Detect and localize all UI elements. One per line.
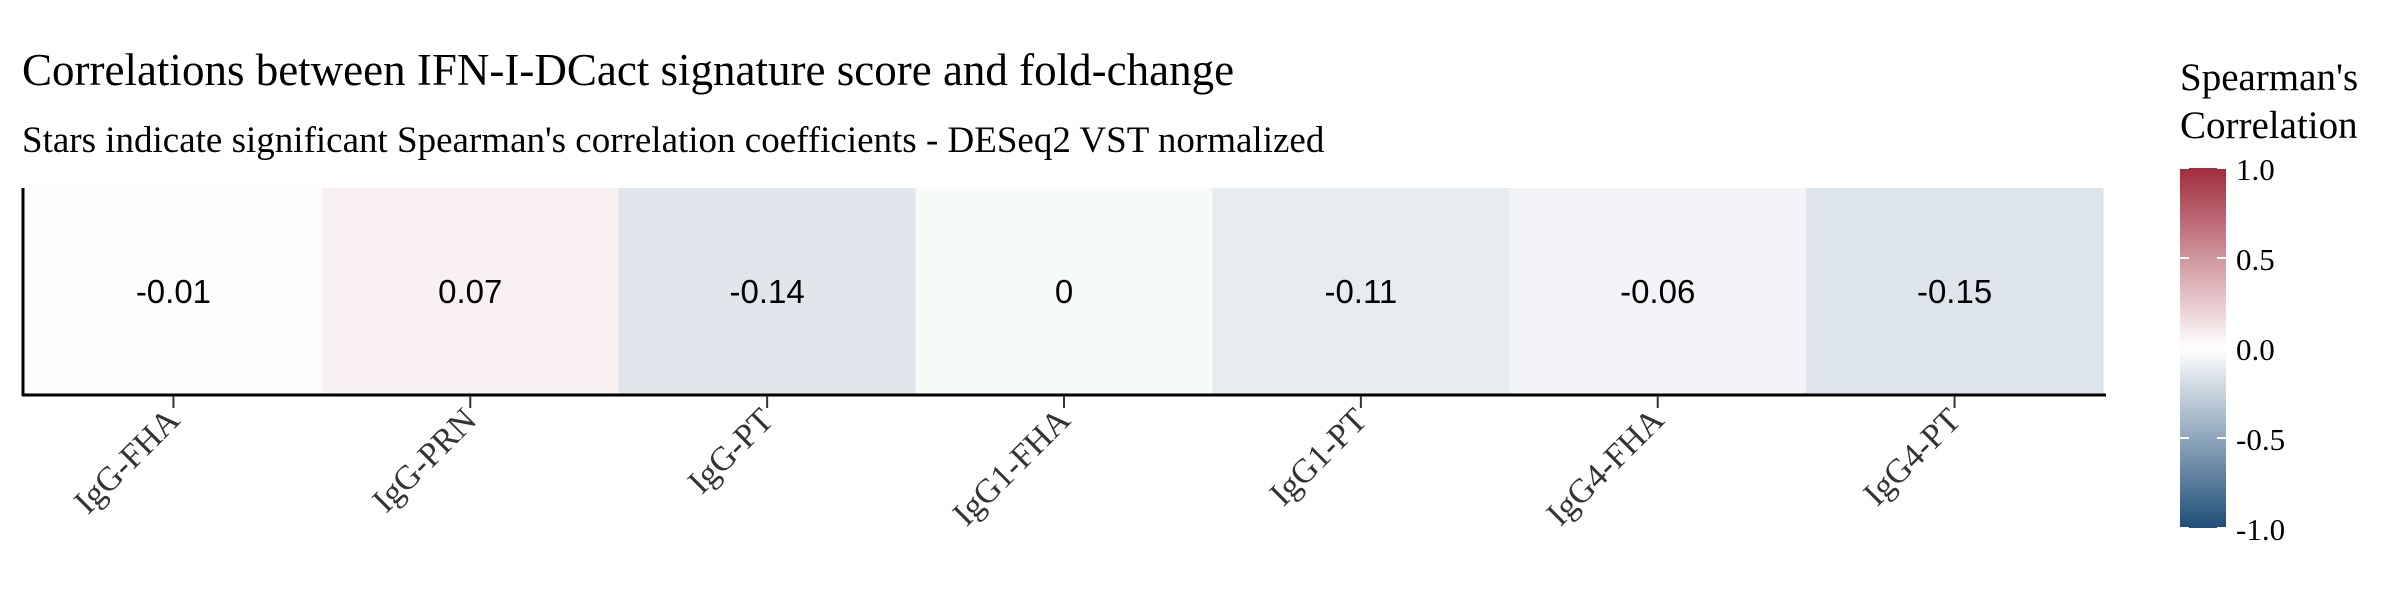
heatmap-cell: [1212, 188, 1510, 394]
chart-subtitle: Stars indicate significant Spearman's co…: [22, 120, 1325, 161]
x-tick-label: IgG-PRN: [366, 401, 484, 519]
x-axis-ticks: [172, 396, 1956, 408]
heatmap-cells: [25, 188, 2104, 394]
heatmap-cell: [915, 188, 1213, 394]
x-tick-label: IgG-PT: [681, 401, 781, 501]
legend-tick-label: 1.0: [2236, 152, 2275, 187]
x-tick-label: IgG1-PT: [1263, 401, 1375, 513]
cell-value-label: -0.11: [1324, 273, 1397, 310]
legend-title-line2: Correlation: [2180, 104, 2358, 147]
x-tick-label: IgG-FHA: [67, 401, 187, 521]
legend-tick-label: 0.0: [2236, 332, 2275, 367]
legend-ticks: 1.0 0.5 0.0 -0.5 -1.0: [2180, 152, 2285, 547]
x-tick-label: IgG4-FHA: [1540, 401, 1672, 533]
x-tick-label: IgG1-FHA: [946, 401, 1078, 533]
heatmap-cell: [1806, 188, 2104, 394]
heatmap-cell-labels: -0.01 0.07 -0.14 0 -0.11 -0.06 -0.15: [136, 273, 1992, 310]
legend-tick-label: -0.5: [2236, 422, 2285, 457]
cell-value-label: -0.15: [1917, 273, 1992, 310]
heatmap-cell: [1509, 188, 1807, 394]
heatmap-cell: [25, 188, 323, 394]
cell-value-label: -0.01: [136, 273, 211, 310]
x-tick-label: IgG4-PT: [1857, 401, 1969, 513]
cell-value-label: -0.14: [730, 273, 805, 310]
x-axis-labels: IgG-FHA IgG-PRN IgG-PT IgG1-FHA IgG1-PT IgG4-…: [67, 401, 1968, 533]
heatmap-cell: [618, 188, 917, 394]
chart-title: Correlations between IFN-I-DCact signatu…: [22, 45, 1234, 95]
cell-value-label: 0.07: [438, 273, 502, 310]
legend-title-line1: Spearman's: [2180, 56, 2358, 99]
legend-tick-label: 0.5: [2236, 242, 2275, 277]
heatmap-cell: [321, 188, 620, 394]
cell-value-label: 0: [1055, 273, 1073, 310]
legend-tick-label: -1.0: [2236, 512, 2285, 547]
cell-value-label: -0.06: [1620, 273, 1695, 310]
